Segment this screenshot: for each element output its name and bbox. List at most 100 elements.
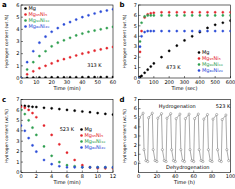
data-point: [63, 23, 65, 25]
data-point: [24, 113, 26, 115]
data-point: [143, 149, 145, 151]
data-point: [140, 22, 142, 24]
plot-area: [139, 112, 230, 163]
data-point: [57, 27, 59, 29]
data-point: [26, 68, 28, 70]
data-point: [21, 77, 22, 78]
annotation: Hydrogenation: [159, 103, 196, 110]
data-point: [139, 77, 140, 78]
data-point: [199, 11, 201, 13]
y-tick: [21, 172, 23, 173]
y-tick: [139, 117, 141, 118]
data-point: [89, 166, 91, 168]
data-point: [106, 9, 108, 11]
data-point: [222, 14, 224, 16]
x-tick-label: 80: [209, 173, 215, 179]
y-tick-label: 4: [134, 33, 137, 39]
data-point: [112, 166, 113, 168]
x-tick-label: 0: [19, 79, 22, 85]
y-tick: [21, 120, 23, 121]
data-point: [75, 76, 77, 78]
y-tick: [21, 17, 23, 18]
data-point: [228, 160, 230, 162]
data-point: [32, 50, 34, 52]
x-tick-label: 500: [210, 79, 220, 85]
data-point: [51, 76, 53, 78]
y-tick-label: 5: [16, 117, 19, 123]
data-point: [160, 56, 162, 58]
data-point: [26, 73, 28, 75]
data-point: [31, 112, 33, 114]
annotation: 523 K: [60, 126, 75, 132]
data-point: [51, 62, 53, 64]
y-tick-label: 5: [16, 14, 19, 20]
data-point: [32, 70, 34, 72]
x-tick-label: 12: [110, 173, 116, 179]
data-point: [193, 160, 195, 162]
data-point: [58, 165, 60, 167]
x-axis-label: Time (min): [52, 85, 80, 91]
data-point: [43, 107, 45, 109]
data-point: [214, 11, 216, 13]
data-point: [221, 118, 223, 120]
data-point: [171, 149, 173, 151]
data-point: [217, 149, 219, 151]
data-point: [191, 11, 193, 13]
y-tick: [21, 99, 23, 100]
data-point: [35, 106, 37, 108]
data-point: [63, 39, 65, 41]
y-tick: [139, 36, 141, 37]
x-axis-label: Time (sec): [170, 85, 197, 91]
data-point: [174, 160, 176, 162]
data-point: [51, 155, 53, 157]
legend-marker: [80, 140, 83, 143]
plot-area: [21, 105, 113, 170]
data-point: [38, 67, 40, 69]
data-point: [229, 30, 230, 32]
data-point: [222, 11, 224, 13]
y-tick: [21, 53, 23, 54]
y-tick: [21, 141, 23, 142]
data-point: [28, 137, 30, 139]
data-point: [188, 113, 190, 115]
data-point: [58, 143, 60, 145]
annotation: 523 K: [216, 103, 231, 109]
data-point: [81, 164, 83, 166]
x-tick-label: 0: [137, 79, 140, 85]
data-point: [225, 114, 227, 116]
y-tick-label: 2: [134, 54, 137, 60]
legend-marker: [198, 63, 201, 66]
x-tick-label: 50: [94, 79, 100, 85]
data-point: [43, 159, 45, 161]
data-point: [44, 76, 46, 78]
data-point: [69, 21, 71, 23]
legend-marker: [24, 7, 27, 10]
data-point: [183, 160, 185, 162]
y-tick-label: 1: [134, 151, 137, 157]
data-point: [51, 31, 53, 33]
plot-area: [139, 11, 231, 78]
data-point: [100, 11, 102, 13]
x-axis-label: Time (h): [173, 179, 195, 185]
y-tick: [139, 108, 141, 109]
y-tick-label: 3: [16, 138, 19, 144]
data-point: [214, 24, 216, 26]
data-point: [140, 30, 142, 32]
legend: MgMg₉₅Ni₅Mg₉₀Ni₁₀Mg₈₀Ni₂₀: [24, 5, 49, 30]
data-point: [32, 61, 34, 63]
data-point: [94, 29, 96, 31]
y-tick-label: 4: [134, 124, 137, 130]
annotation: 313 K: [87, 62, 102, 68]
data-point: [180, 149, 182, 151]
x-tick-label: 60: [110, 79, 116, 85]
data-point: [32, 77, 34, 78]
panel-label: d: [120, 96, 125, 104]
data-point: [176, 14, 178, 16]
y-tick: [139, 25, 141, 26]
data-point: [214, 14, 216, 16]
data-point: [87, 76, 89, 78]
data-point: [97, 112, 99, 114]
data-point: [81, 76, 83, 78]
data-point: [176, 11, 178, 13]
data-point: [183, 14, 185, 16]
